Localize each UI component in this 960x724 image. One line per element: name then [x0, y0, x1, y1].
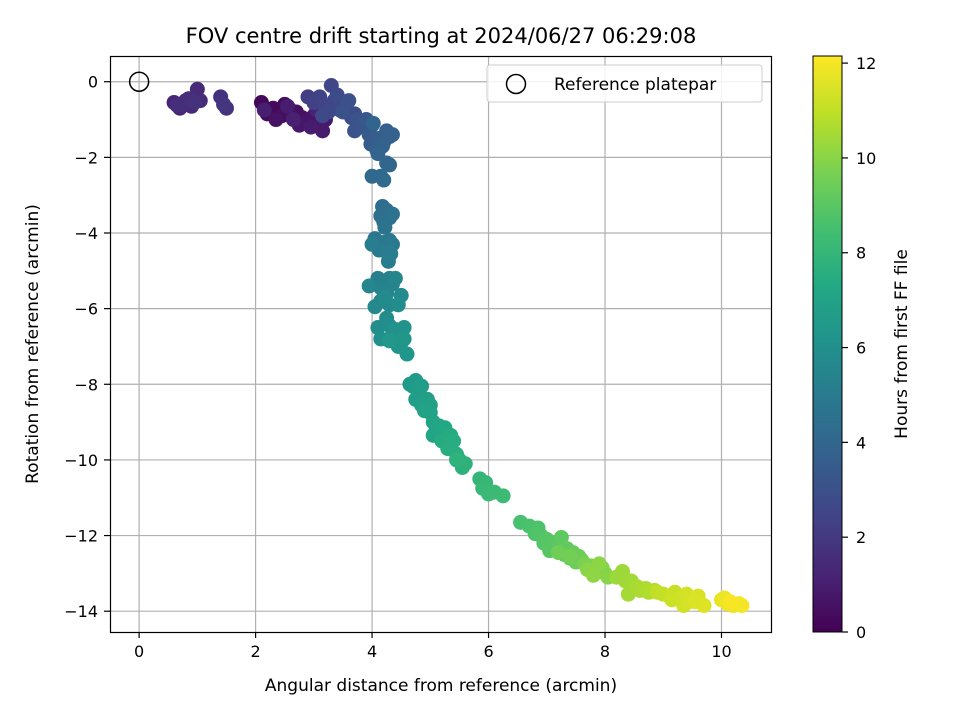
reference-marker	[128, 71, 150, 92]
colorbar-ticks: 0 2 4 6 8 10 12	[842, 54, 876, 642]
data-point	[387, 270, 403, 286]
data-point	[376, 172, 392, 188]
y-axis-label: Rotation from reference (arcmin)	[23, 204, 43, 484]
data-point	[449, 452, 465, 468]
x-axis-ticks: 0 2 4 6 8 10	[134, 632, 732, 661]
y-tick-label: −8	[74, 375, 98, 394]
data-point	[268, 112, 284, 128]
x-tick-label: 10	[711, 642, 731, 661]
data-point	[382, 333, 398, 349]
y-tick-label: −12	[64, 527, 98, 546]
y-tick-label: −2	[74, 148, 98, 167]
data-point	[364, 168, 380, 184]
colorbar-tick-label: 8	[856, 244, 866, 263]
data-point	[280, 98, 296, 114]
x-tick-label: 0	[134, 642, 144, 661]
data-point	[383, 246, 399, 262]
data-point	[365, 115, 381, 131]
colorbar-label: Hours from first FF file	[892, 249, 912, 439]
data-point	[591, 556, 607, 572]
y-tick-label: −10	[64, 451, 98, 470]
data-point	[303, 119, 319, 135]
data-point	[377, 219, 393, 235]
data-point	[382, 157, 398, 173]
data-point	[370, 146, 386, 162]
x-tick-label: 6	[483, 642, 493, 661]
chart-title: FOV centre drift starting at 2024/06/27 …	[186, 24, 697, 48]
legend-marker	[505, 73, 527, 95]
data-point	[550, 545, 566, 561]
data-point	[377, 289, 393, 305]
data-point	[335, 104, 351, 120]
reference-point	[128, 71, 150, 92]
data-point	[341, 93, 357, 109]
colorbar-tick-label: 12	[856, 54, 876, 73]
data-point	[315, 123, 331, 139]
data-point	[390, 297, 406, 313]
data-point	[399, 346, 415, 362]
colorbar-tick-label: 10	[856, 149, 876, 168]
y-tick-label: 0	[88, 73, 98, 92]
data-point	[562, 548, 578, 564]
data-point	[696, 598, 712, 614]
x-tick-label: 8	[600, 642, 610, 661]
data-point	[585, 567, 601, 583]
data-point	[364, 236, 380, 252]
colorbar-gradient	[812, 55, 843, 633]
data-point	[329, 87, 345, 103]
y-tick-label: −4	[74, 224, 98, 243]
colorbar-tick-label: 2	[856, 528, 866, 547]
data-point	[384, 127, 400, 143]
colorbar: 0 2 4 6 8 10 12 Hours from first FF file	[812, 54, 912, 642]
y-tick-label: −14	[64, 602, 98, 621]
scatter-points	[166, 77, 750, 614]
data-point	[186, 95, 202, 111]
y-axis-ticks: 0 −2 −4 −6 −8 −10 −12 −14	[64, 73, 110, 621]
x-tick-label: 4	[367, 642, 377, 661]
data-point	[396, 331, 412, 347]
data-point	[367, 299, 383, 315]
data-point	[285, 112, 301, 128]
data-point	[396, 320, 412, 336]
plot-frame	[109, 55, 773, 634]
colorbar-tick-label: 6	[856, 339, 866, 358]
data-point	[216, 96, 232, 112]
data-point	[553, 529, 569, 545]
x-axis-label: Angular distance from reference (arcmin)	[265, 676, 617, 696]
colorbar-tick-label: 0	[856, 623, 866, 642]
data-point	[361, 278, 377, 294]
data-point	[384, 206, 400, 222]
legend: Reference platepar	[486, 64, 763, 103]
data-point	[256, 102, 272, 118]
data-point	[169, 97, 185, 113]
data-point	[315, 108, 331, 124]
data-point	[734, 598, 750, 614]
data-point	[189, 81, 205, 97]
colorbar-tick-label: 4	[856, 433, 866, 452]
x-tick-label: 2	[251, 642, 261, 661]
legend-box	[486, 64, 763, 103]
data-point	[722, 594, 738, 610]
y-tick-label: −6	[74, 300, 98, 319]
legend-label: Reference platepar	[554, 75, 716, 95]
data-point	[370, 320, 386, 336]
data-point	[495, 488, 511, 504]
